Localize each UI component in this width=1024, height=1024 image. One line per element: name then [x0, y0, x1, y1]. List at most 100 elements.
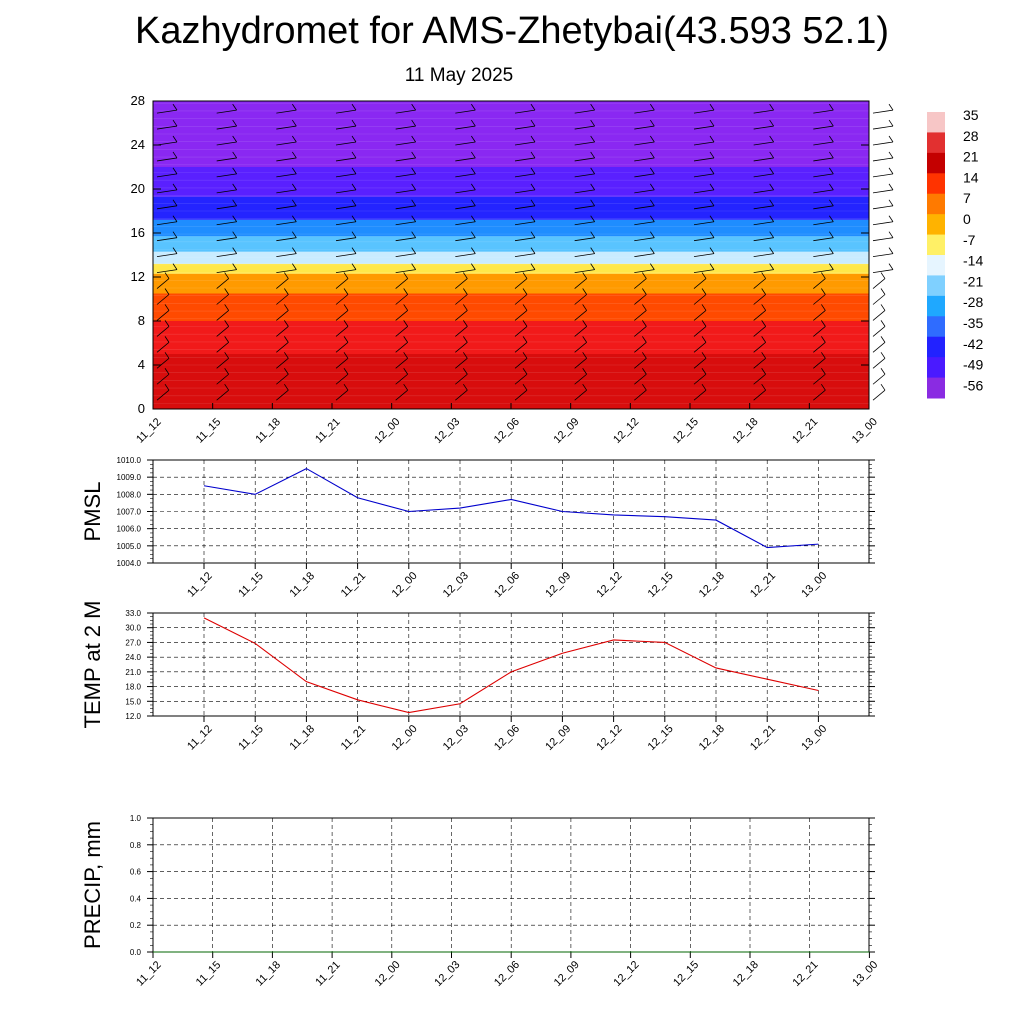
heatmap-band: [153, 263, 869, 274]
wind-barb: [455, 310, 468, 321]
temp-x-tick-label: 12_09: [543, 723, 573, 753]
wind-barb: [872, 125, 894, 130]
wind-barb: [753, 373, 766, 385]
wind-barb: [395, 109, 416, 114]
x-tick-label: 11_12: [134, 416, 164, 446]
temp-x-tick-label: 12_00: [390, 723, 420, 753]
wind-barb-flag: [650, 199, 655, 207]
wind-barb: [634, 157, 655, 162]
wind-barb-flag: [224, 352, 229, 359]
pmsl-y-tick-label: 1007.0: [117, 508, 142, 517]
wind-barb: [872, 389, 886, 401]
wind-barb: [693, 278, 707, 289]
pmsl-y-axis-label: PMSL: [80, 482, 105, 542]
wind-barb-flag: [709, 231, 715, 238]
colorbar-swatch: [927, 316, 945, 338]
wind-barb: [514, 310, 528, 321]
wind-barb-flag: [530, 215, 536, 222]
wind-barb-flag: [761, 272, 766, 279]
wind-barb: [335, 173, 357, 178]
wind-barb: [514, 141, 536, 146]
wind-barb-flag: [709, 167, 715, 175]
colorbar-label: 28: [963, 128, 979, 144]
wind-barb-flag: [164, 352, 170, 359]
wind-barb-flag: [403, 304, 408, 311]
wind-barb-flag: [292, 247, 297, 254]
pmsl-y-tick-label: 1004.0: [117, 559, 142, 568]
wind-barb: [395, 157, 416, 162]
wind-barb: [693, 253, 715, 258]
wind-barb: [395, 294, 408, 305]
wind-barb: [813, 389, 826, 401]
wind-barb: [276, 294, 289, 305]
wind-barb: [872, 269, 894, 273]
wind-barb-flag: [284, 368, 289, 375]
wind-barb: [276, 357, 289, 369]
wind-barb: [693, 357, 707, 369]
wind-barb-flag: [224, 336, 229, 343]
wind-barb-flag: [888, 199, 894, 207]
wind-barb-flag: [761, 288, 766, 295]
pmsl-x-tick-label: 13_00: [799, 570, 829, 600]
pmsl-x-tick-label: 11_15: [236, 570, 266, 600]
temp-y-tick-label: 15.0: [125, 697, 141, 706]
wind-barb-flag: [821, 383, 826, 391]
wind-barb: [216, 342, 229, 353]
colorbar-swatch: [927, 193, 945, 215]
wind-barb-flag: [463, 383, 468, 391]
wind-barb: [634, 125, 655, 130]
wind-barb: [753, 310, 766, 321]
pmsl-x-tick-label: 11_21: [339, 570, 369, 600]
wind-barb-flag: [709, 247, 715, 254]
wind-barb-flag: [522, 336, 528, 343]
wind-barb-flag: [590, 231, 595, 238]
wind-barb: [693, 205, 715, 210]
pmsl-y-tick-label: 1006.0: [117, 525, 142, 534]
wind-barb-flag: [351, 103, 357, 111]
wind-barb-flag: [232, 247, 237, 254]
precip-x-tick-label: 13_00: [850, 959, 880, 989]
wind-barb-flag: [590, 215, 595, 222]
wind-barb-flag: [471, 103, 476, 111]
colorbar-label: -42: [963, 336, 983, 352]
wind-barb-flag: [232, 167, 237, 175]
heatmap-band: [153, 101, 869, 167]
wind-barb: [693, 157, 715, 162]
wind-barb: [335, 221, 357, 226]
wind-barb: [335, 253, 357, 258]
wind-barb-flag: [471, 263, 476, 270]
wind-barb-flag: [650, 103, 655, 111]
y-tick-label: 12: [131, 269, 145, 284]
wind-barb-flag: [411, 247, 416, 254]
wind-barb-flag: [284, 352, 289, 359]
wind-barb: [514, 253, 536, 258]
wind-barb: [813, 125, 834, 130]
wind-barb-flag: [411, 119, 416, 127]
wind-barb: [276, 373, 289, 385]
wind-barb: [335, 357, 349, 369]
wind-barb: [276, 342, 289, 353]
wind-barb: [693, 373, 707, 385]
wind-barb: [693, 310, 707, 321]
wind-barb-flag: [232, 151, 237, 159]
wind-barb-flag: [164, 288, 170, 295]
wind-barb-flag: [403, 288, 408, 295]
wind-barb-flag: [821, 368, 826, 375]
wind-barb-flag: [232, 215, 237, 222]
wind-barb: [574, 389, 587, 401]
wind-barb-flag: [284, 304, 289, 311]
wind-barb: [634, 221, 655, 226]
wind-barb: [872, 294, 886, 305]
precip-x-tick-label: 12_12: [611, 959, 641, 989]
wind-barb: [693, 269, 715, 273]
wind-barb-flag: [701, 336, 707, 343]
colorbar-swatch: [927, 132, 945, 154]
chart-date: 11 May 2025: [404, 65, 514, 86]
temp-y-tick-label: 33.0: [125, 609, 141, 618]
wind-barb: [395, 326, 408, 337]
wind-barb-flag: [650, 183, 655, 191]
heatmap-band: [153, 251, 869, 264]
wind-barb: [753, 357, 766, 369]
wind-barb-flag: [769, 231, 774, 238]
wind-barb-flag: [701, 304, 707, 311]
